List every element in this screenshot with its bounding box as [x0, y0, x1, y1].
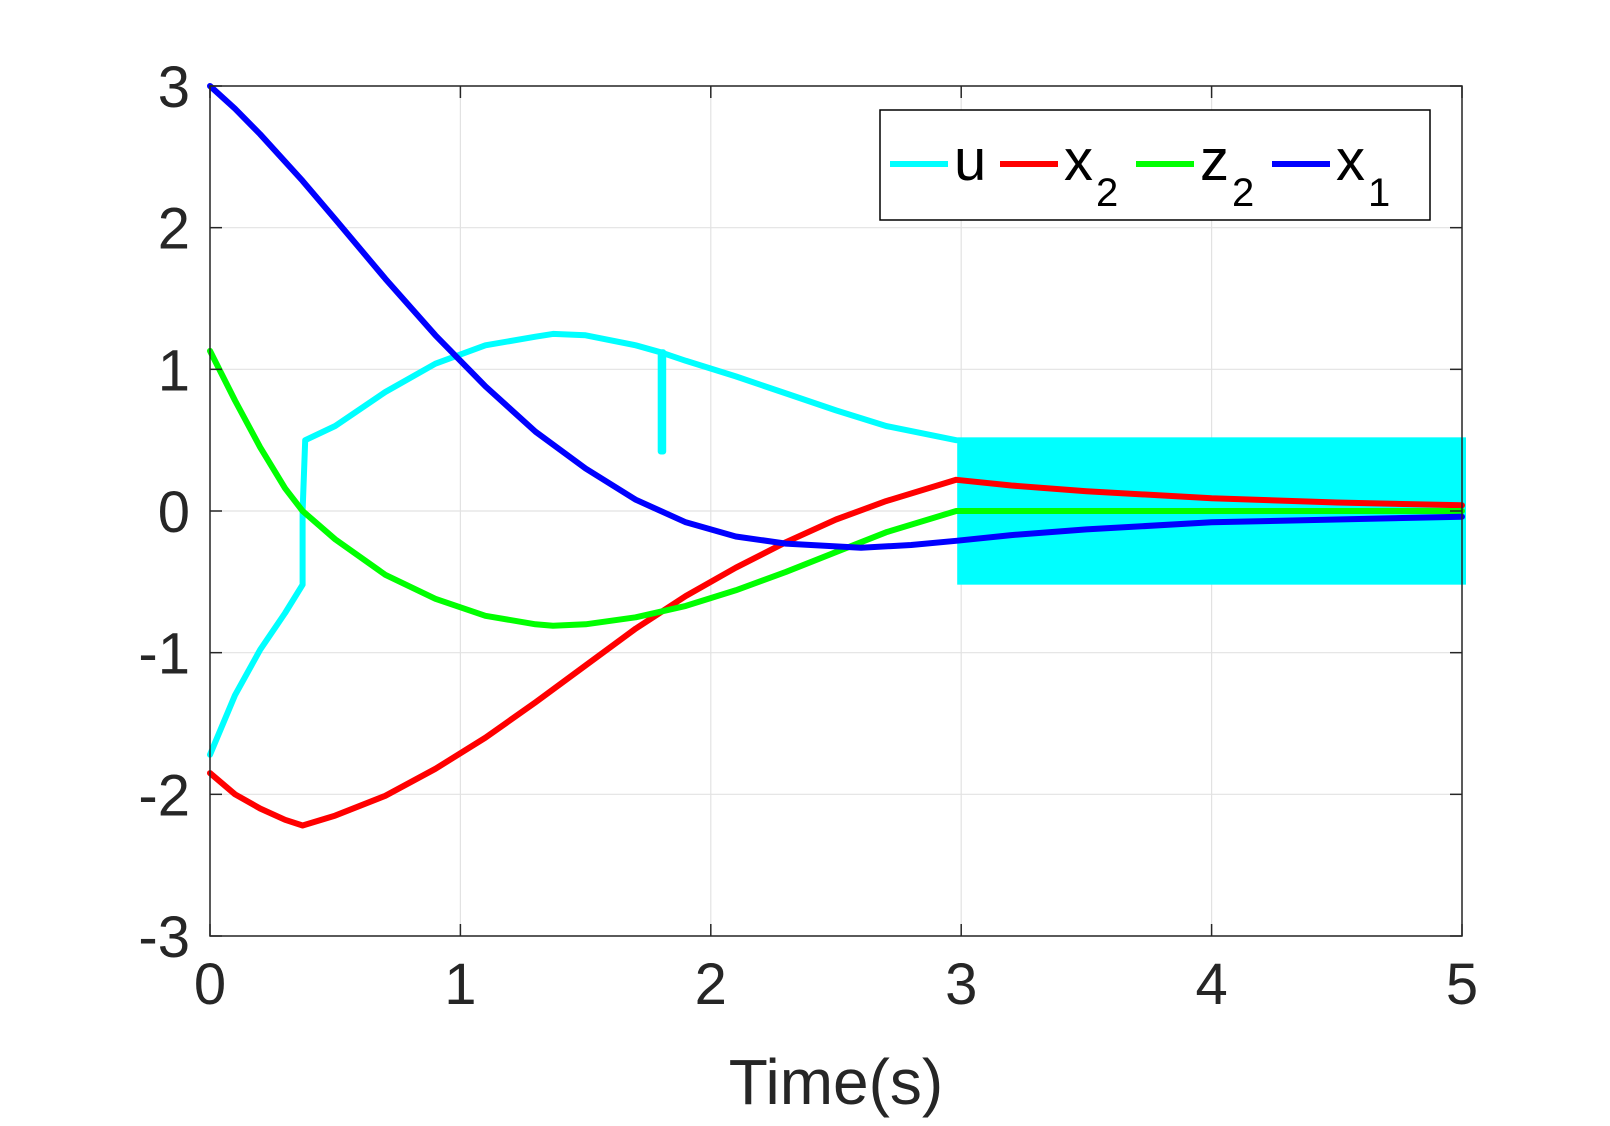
legend-label-3: x: [1336, 128, 1365, 193]
legend-label-sub-1: 2: [1096, 171, 1118, 215]
series-line-0: [207, 330, 960, 758]
x-tick-label-2: 2: [695, 952, 727, 1017]
x-tick-label-3: 3: [945, 952, 977, 1017]
x-tick-label-0: 0: [194, 952, 226, 1017]
y-tick-label-0: -3: [138, 905, 190, 970]
series-layer: [207, 83, 1465, 829]
x-tick-label-5: 5: [1446, 952, 1478, 1017]
legend-label-2: z: [1200, 128, 1229, 193]
legend-label-sub-3: 1: [1368, 171, 1390, 215]
y-tick-label-3: 0: [158, 480, 190, 545]
y-tick-label-2: -1: [138, 622, 190, 687]
tick-layer: 0 1 2 3 4 5 -3 -2 -1 0 1 2 3: [138, 55, 1478, 1017]
y-tick-label-6: 3: [158, 55, 190, 120]
x-tick-label-1: 1: [444, 952, 476, 1017]
legend-label-1: x: [1064, 128, 1093, 193]
y-tick-label-1: -2: [138, 763, 190, 828]
series-line-2: [207, 347, 1465, 629]
y-tick-label-5: 2: [158, 197, 190, 262]
series-line-3: [207, 83, 1465, 551]
x-tick-label-4: 4: [1195, 952, 1227, 1017]
legend-label-sub-2: 2: [1232, 171, 1254, 215]
y-tick-label-4: 1: [158, 338, 190, 403]
legend-label-0: u: [954, 128, 986, 193]
series-line-1: [207, 476, 1465, 829]
x-axis-label: Time(s): [729, 1046, 943, 1118]
